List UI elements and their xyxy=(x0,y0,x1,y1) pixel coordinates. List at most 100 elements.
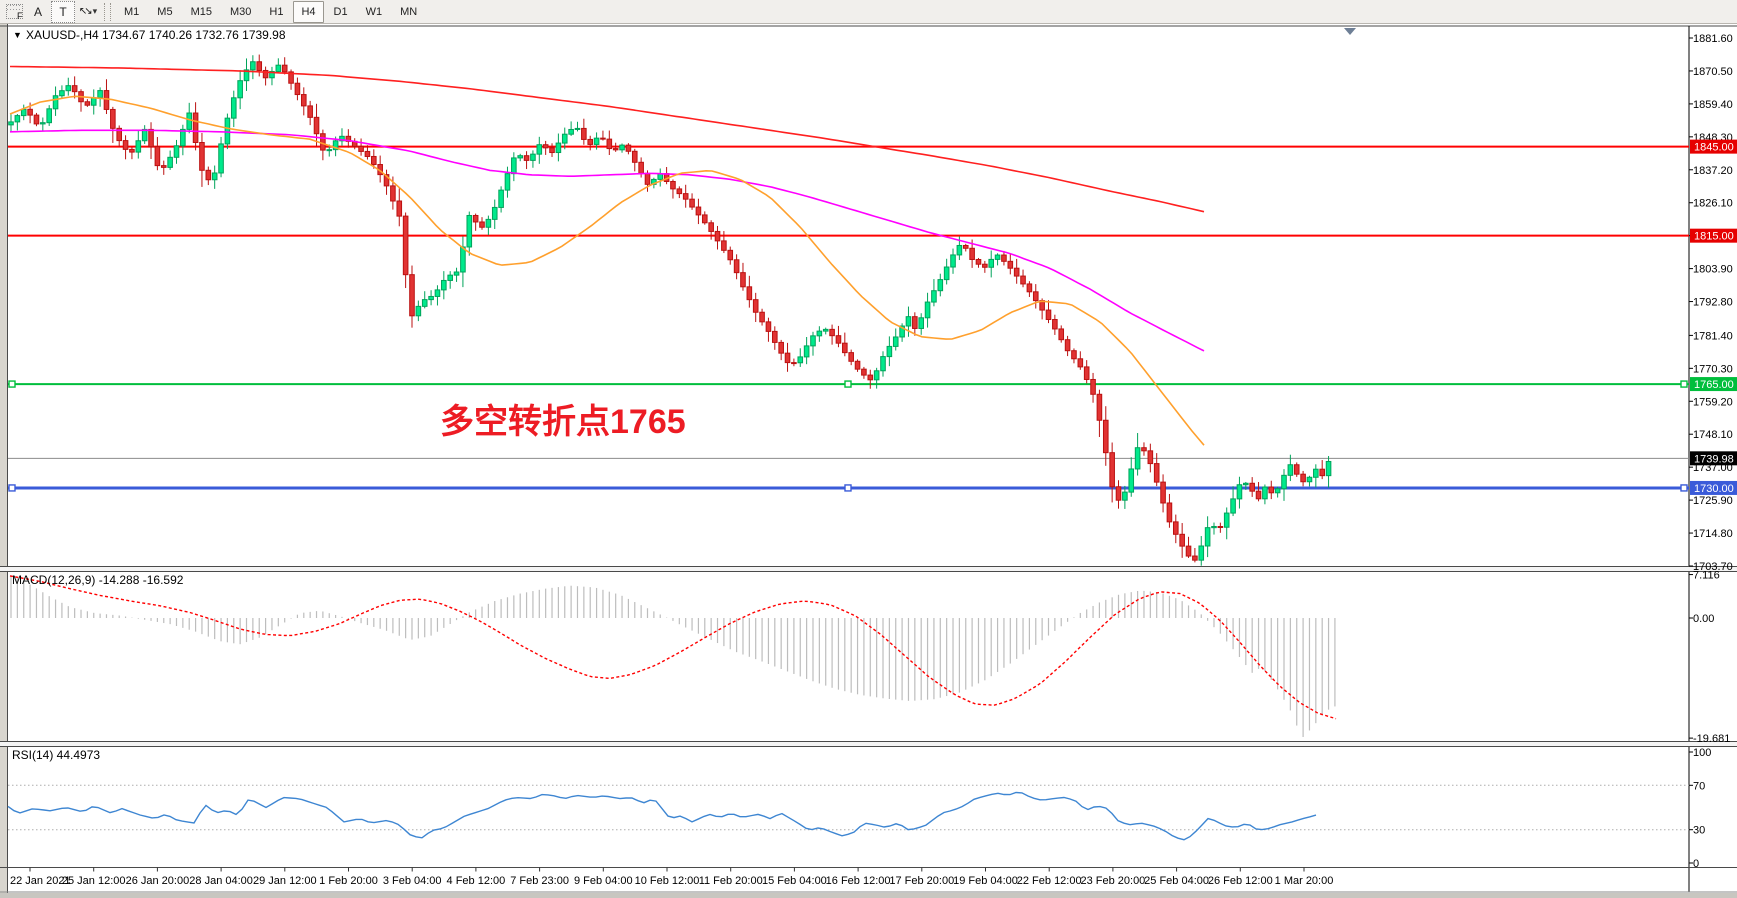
panel-splitter[interactable] xyxy=(0,566,1737,572)
rsi-label: RSI(14) 44.4973 xyxy=(12,748,100,762)
chart-window[interactable]: 多空转折点1765 ▼ XAUUSD-,H4 1734.67 1740.26 173… xyxy=(0,24,1737,893)
annotation-text: 多空转折点1765 xyxy=(440,403,686,441)
rsi-line xyxy=(7,791,1317,841)
toolbar-separator xyxy=(104,2,111,21)
time-tick: 19 Feb 04:00 xyxy=(953,875,1018,887)
tf-button-h1[interactable]: H1 xyxy=(269,5,284,18)
time-tick: 22 Feb 12:00 xyxy=(1017,875,1082,887)
symbol-dropdown-icon[interactable]: ▼ xyxy=(13,30,22,40)
time-tick: 26 Jan 20:00 xyxy=(126,875,190,887)
price-tick: 1881.60 xyxy=(1693,33,1733,45)
time-tick: 11 Feb 20:00 xyxy=(699,875,763,887)
time-tick: 3 Feb 04:00 xyxy=(383,875,442,887)
mid-ma-magenta xyxy=(9,129,1205,352)
hline-handle[interactable] xyxy=(8,380,16,388)
macd-signal-line xyxy=(9,575,1337,720)
macd-tick: 7.116 xyxy=(1693,570,1720,582)
fast-ma-orange xyxy=(9,95,1205,446)
time-tick: 7 Feb 23:00 xyxy=(510,875,569,887)
price-tick: 1859.40 xyxy=(1693,99,1733,111)
macd-tick: 0.00 xyxy=(1693,613,1714,625)
time-tick: 25 Jan 12:00 xyxy=(62,875,126,887)
price-tick: 1770.30 xyxy=(1693,363,1733,375)
tf-button-d1[interactable]: D1 xyxy=(333,5,348,18)
slow-ma-red xyxy=(9,65,1205,213)
macd-tick: -19.681 xyxy=(1693,733,1730,745)
rsi-panel: RSI(14) 44.4973 xyxy=(7,748,1689,841)
price-badge-pivot-1765 xyxy=(1690,377,1737,392)
time-tick: 9 Feb 04:00 xyxy=(574,875,633,887)
price-tick: 1759.20 xyxy=(1693,396,1733,408)
time-tick: 26 Feb 12:00 xyxy=(1208,875,1273,887)
time-tick: 15 Feb 04:00 xyxy=(762,875,827,887)
panel-splitter[interactable] xyxy=(0,741,1737,747)
time-tick: 22 Jan 2021 xyxy=(10,875,71,887)
toolbar-tool-group: F A T ↖↘ ▾ xyxy=(0,0,100,23)
price-tick: 1703.70 xyxy=(1693,561,1733,573)
tf-button-m1[interactable]: M1 xyxy=(124,5,140,18)
window-left-strip xyxy=(0,24,7,893)
time-tick: 1 Mar 20:00 xyxy=(1275,875,1334,887)
hline-handle[interactable] xyxy=(844,484,852,492)
tf-button-m15[interactable]: M15 xyxy=(190,5,212,18)
price-badge-text: 1765.00 xyxy=(1694,379,1734,391)
price-tick: 1725.90 xyxy=(1693,495,1733,507)
time-tick: 23 Feb 20:00 xyxy=(1080,875,1145,887)
tf-button-mn[interactable]: MN xyxy=(400,5,418,18)
tf-button-h4[interactable]: H4 xyxy=(293,0,324,23)
chart-shift-marker[interactable] xyxy=(1344,28,1356,35)
time-tick: 4 Feb 12:00 xyxy=(447,875,506,887)
macd-panel: MACD(12,26,9) -14.288 -16.592 xyxy=(9,573,1337,737)
price-lines xyxy=(8,145,1689,492)
label-a-icon: A xyxy=(33,4,42,19)
price-tick: 1714.80 xyxy=(1693,528,1733,540)
time-tick: 1 Feb 20:00 xyxy=(319,875,378,887)
price-tick: 1870.50 xyxy=(1693,66,1733,78)
label-tool-button[interactable]: A xyxy=(27,2,49,22)
templates-button[interactable]: F xyxy=(3,2,25,22)
hline-handle[interactable] xyxy=(1680,484,1688,492)
price-badge-text: 1845.00 xyxy=(1694,142,1734,154)
templates-grid-icon: F xyxy=(5,4,23,21)
rsi-tick: 0 xyxy=(1693,858,1699,870)
hline-handle[interactable] xyxy=(8,484,16,492)
price-tick: 1837.20 xyxy=(1693,165,1733,177)
hline-handle[interactable] xyxy=(1680,380,1688,388)
price-badge-bid-price xyxy=(1690,451,1737,466)
rsi-tick: 70 xyxy=(1693,780,1705,792)
price-badge-text: 1815.00 xyxy=(1694,231,1734,243)
price-badge-resistance-1845 xyxy=(1690,139,1737,154)
rsi-tick: 100 xyxy=(1693,747,1711,759)
time-tick: 28 Jan 04:00 xyxy=(189,875,253,887)
tf-button-m5[interactable]: M5 xyxy=(157,5,173,18)
price-tick: 1792.80 xyxy=(1693,297,1733,309)
price-badge-text: 1730.00 xyxy=(1694,483,1734,495)
price-badge-support-1730 xyxy=(1690,480,1737,495)
time-tick: 29 Jan 12:00 xyxy=(253,875,317,887)
time-tick: 10 Feb 12:00 xyxy=(635,875,700,887)
chart-title: XAUUSD-,H4 1734.67 1740.26 1732.76 1739.… xyxy=(26,28,286,42)
tf-button-m30[interactable]: M30 xyxy=(229,5,252,18)
chart-canvas[interactable]: 多空转折点1765 ▼ XAUUSD-,H4 1734.67 1740.26 173… xyxy=(0,24,1737,893)
toolbar: F A T ↖↘ ▾ M1 M5 M15 M30 H1 H4 D1 W1 MN xyxy=(0,0,1737,24)
price-tick: 1803.90 xyxy=(1693,264,1733,276)
text-t-icon: T xyxy=(59,4,67,19)
move-arrows-icon: ↖↘ xyxy=(78,6,93,17)
rsi-tick: 30 xyxy=(1693,825,1705,837)
chevron-down-icon[interactable]: ▾ xyxy=(92,6,98,16)
timeframe-group: M1 M5 M15 M30 H1 H4 D1 W1 MN xyxy=(115,0,426,23)
time-tick: 25 Feb 04:00 xyxy=(1144,875,1209,887)
tf-button-w1[interactable]: W1 xyxy=(365,5,383,18)
hline-handle[interactable] xyxy=(844,380,852,388)
price-badge-resistance-1815 xyxy=(1690,228,1737,243)
price-tick: 1826.10 xyxy=(1693,198,1733,210)
text-tool-button[interactable]: T xyxy=(51,0,75,23)
price-tick: 1748.10 xyxy=(1693,429,1733,441)
time-tick: 16 Feb 12:00 xyxy=(826,875,891,887)
price-axis[interactable]: 1881.601870.501859.401848.301837.201826.… xyxy=(1689,33,1737,870)
crosshair-move-button[interactable]: ↖↘ ▾ xyxy=(77,2,99,22)
price-badge-text: 1739.98 xyxy=(1694,453,1734,465)
macd-label: MACD(12,26,9) -14.288 -16.592 xyxy=(12,573,184,587)
